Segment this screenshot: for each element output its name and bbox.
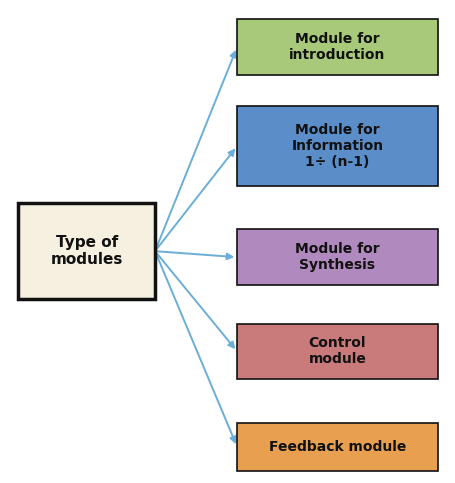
FancyBboxPatch shape — [18, 203, 155, 299]
FancyBboxPatch shape — [237, 106, 437, 186]
FancyBboxPatch shape — [237, 229, 437, 285]
FancyBboxPatch shape — [237, 19, 437, 75]
Text: Feedback module: Feedback module — [268, 440, 405, 454]
Text: Module for
Synthesis: Module for Synthesis — [294, 242, 379, 272]
FancyBboxPatch shape — [237, 423, 437, 471]
FancyBboxPatch shape — [237, 324, 437, 379]
Text: Module for
introduction: Module for introduction — [288, 32, 385, 62]
Text: Control
module: Control module — [308, 336, 365, 367]
Text: Module for
Information
1÷ (n-1): Module for Information 1÷ (n-1) — [291, 123, 383, 170]
Text: Type of
modules: Type of modules — [51, 235, 122, 268]
